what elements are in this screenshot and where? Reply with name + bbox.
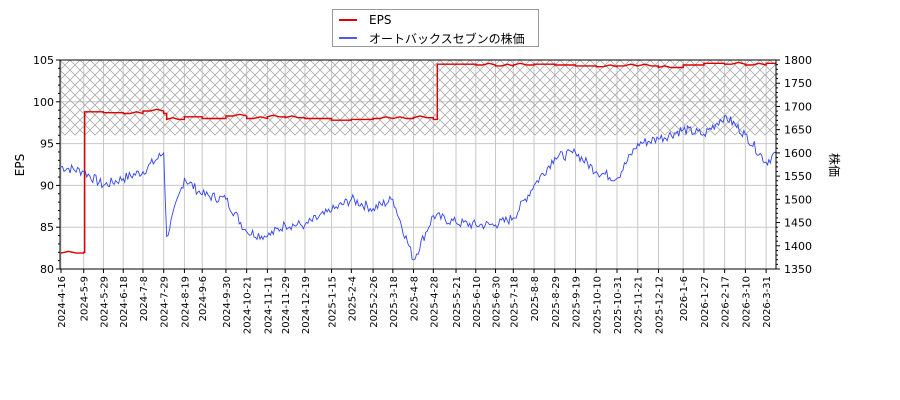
axes [59,59,777,270]
svg-text:2026-3-31: 2026-3-31 [762,276,773,328]
svg-text:85: 85 [40,221,54,234]
svg-text:1400: 1400 [784,240,812,253]
svg-text:1450: 1450 [784,217,812,230]
svg-text:2024-6-18: 2024-6-18 [119,276,130,328]
svg-text:2026-1-6: 2026-1-6 [679,276,690,321]
svg-text:1550: 1550 [784,170,812,183]
stock-price-line [60,115,776,261]
svg-text:95: 95 [40,138,54,151]
svg-text:2025-7-18: 2025-7-18 [509,276,520,328]
svg-text:80: 80 [40,263,54,276]
svg-text:2025-3-18: 2025-3-18 [389,276,400,328]
series-lines [60,61,776,261]
x-axis: 2024-4-16 2024-5-9 2024-5-29 2024-6-18 2024-… [57,269,773,334]
svg-text:2026-1-27: 2026-1-27 [700,276,711,328]
svg-text:2026-3-10: 2026-3-10 [741,276,752,328]
y-axis-right-label: 株価 [827,153,842,177]
svg-text:2024-5-9: 2024-5-9 [80,276,91,321]
svg-text:2025-5-21: 2025-5-21 [452,276,463,328]
svg-text:1500: 1500 [784,193,812,206]
svg-text:2025-1-15: 2025-1-15 [328,276,339,328]
svg-text:2025-8-29: 2025-8-29 [551,276,562,328]
svg-text:2025-2-4: 2025-2-4 [347,276,358,321]
svg-text:2025-10-31: 2025-10-31 [613,276,624,334]
svg-text:90: 90 [40,179,54,192]
eps-line [60,61,776,254]
y-axis-left: 80 85 90 95 100 105 [33,54,60,276]
legend-swatch-stock-price [339,37,357,39]
svg-text:100: 100 [33,96,54,109]
svg-text:2024-11-11: 2024-11-11 [263,276,274,334]
svg-text:2025-12-12: 2025-12-12 [654,276,665,334]
svg-text:2024-7-29: 2024-7-29 [160,276,171,328]
svg-text:2024-10-21: 2024-10-21 [243,276,254,334]
svg-text:2024-8-19: 2024-8-19 [180,276,191,328]
legend-label-eps: EPS [369,13,392,27]
hatched-band [60,60,776,136]
y-axis-right: 1350 1400 1450 1500 1550 1600 1650 1700 1750 1800 [776,54,812,276]
svg-text:2025-9-19: 2025-9-19 [572,276,583,328]
svg-text:2025-11-21: 2025-11-21 [634,276,645,334]
svg-text:105: 105 [33,54,54,67]
svg-text:2025-2-26: 2025-2-26 [369,276,380,328]
svg-text:2025-4-8: 2025-4-8 [410,276,421,321]
svg-text:1700: 1700 [784,100,812,113]
svg-text:2024-7-8: 2024-7-8 [139,276,150,321]
svg-text:1650: 1650 [784,124,812,137]
svg-text:2024-12-19: 2024-12-19 [301,276,312,334]
svg-text:1350: 1350 [784,263,812,276]
svg-text:2025-6-10: 2025-6-10 [472,276,483,328]
legend-item-stock-price: オートバックスセブンの株価 [339,30,525,46]
legend-label-stock-price: オートバックスセブンの株価 [369,31,525,46]
svg-text:2024-5-29: 2024-5-29 [99,276,110,328]
svg-text:2024-4-16: 2024-4-16 [57,276,68,328]
svg-text:2026-2-17: 2026-2-17 [721,276,732,328]
legend: EPS オートバックスセブンの株価 [332,9,539,47]
svg-text:1800: 1800 [784,54,812,67]
svg-text:2024-9-30: 2024-9-30 [222,276,233,328]
svg-text:2025-6-30: 2025-6-30 [492,276,503,328]
svg-text:2024-11-29: 2024-11-29 [281,276,292,334]
svg-text:2025-8-8: 2025-8-8 [530,276,541,321]
svg-text:2025-4-28: 2025-4-28 [429,276,440,328]
y-axis-left-label: EPS [13,154,27,176]
svg-text:2025-10-10: 2025-10-10 [592,276,603,334]
svg-text:1750: 1750 [784,77,812,90]
svg-text:1600: 1600 [784,147,812,160]
legend-item-eps: EPS [339,12,391,28]
legend-swatch-eps [339,19,357,21]
svg-text:2024-9-6: 2024-9-6 [198,276,209,321]
